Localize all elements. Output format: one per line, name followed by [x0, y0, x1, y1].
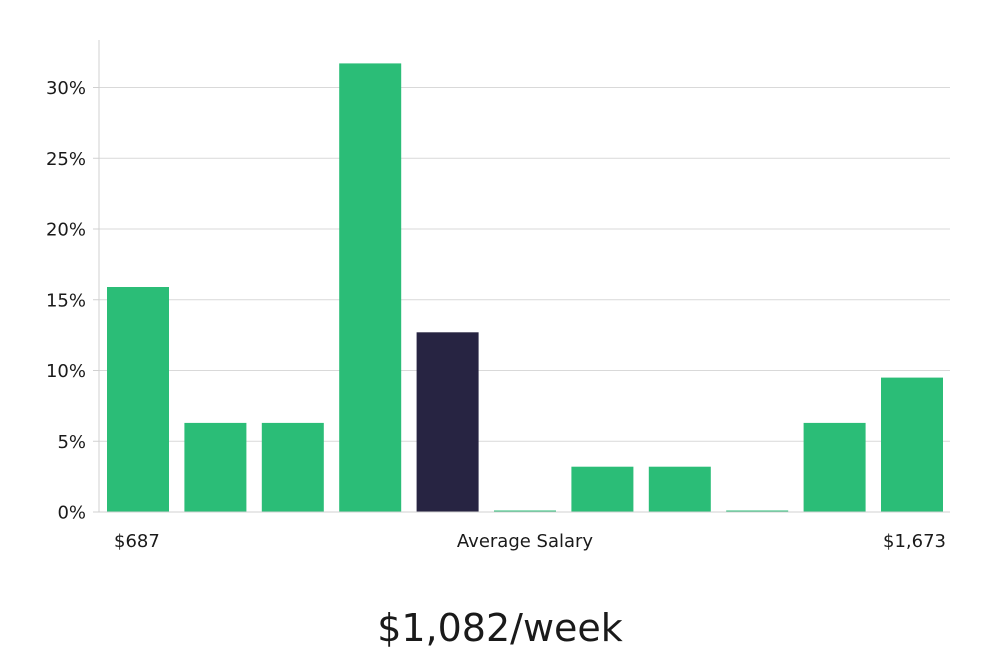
bar	[881, 377, 943, 512]
bar	[339, 63, 402, 513]
bar	[571, 466, 634, 512]
y-tick-label: 5%	[57, 432, 86, 453]
bars	[107, 63, 943, 513]
bar	[803, 422, 866, 512]
y-tick-label: 20%	[46, 220, 86, 241]
x-label-average: Average Salary	[457, 531, 594, 552]
bar	[726, 510, 789, 512]
bar	[184, 422, 247, 512]
bar	[494, 510, 556, 512]
bar	[648, 466, 711, 512]
x-label-min: $687	[114, 531, 160, 552]
bar	[107, 287, 169, 512]
average-salary-value: $1,082/week	[377, 606, 623, 650]
bar-average-salary	[416, 332, 479, 512]
y-tick-label: 25%	[46, 149, 86, 170]
y-tick-label: 30%	[46, 78, 86, 99]
histogram: 0%5%10%15%20%25%30% $687 Average Salary …	[46, 40, 950, 552]
y-tick-label: 15%	[46, 290, 86, 311]
y-tick-labels: 0% 5% 10% 15% 20% 25% 30%	[46, 78, 99, 524]
bar	[261, 422, 324, 512]
gridlines	[99, 87, 950, 442]
x-label-max: $1,673	[883, 531, 946, 552]
y-tick-label: 0%	[57, 503, 86, 524]
y-tick-label: 10%	[46, 361, 86, 382]
